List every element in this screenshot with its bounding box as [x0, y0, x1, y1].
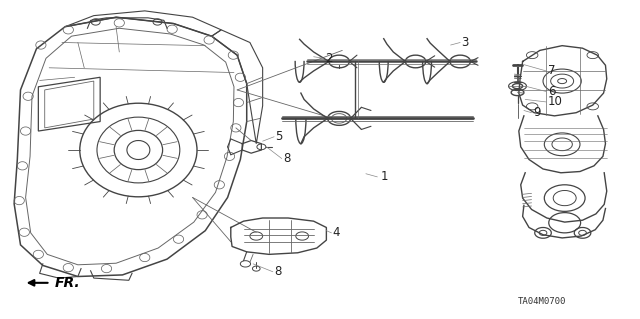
- Text: FR.: FR.: [54, 276, 80, 290]
- Text: TA04M0700: TA04M0700: [518, 297, 566, 306]
- Text: 8: 8: [283, 152, 291, 165]
- Text: 7: 7: [548, 64, 556, 78]
- Text: 9: 9: [534, 106, 541, 119]
- Text: 2: 2: [325, 52, 333, 65]
- Text: 3: 3: [461, 36, 469, 49]
- Text: 6: 6: [548, 85, 556, 98]
- Text: 4: 4: [333, 226, 340, 239]
- Text: 1: 1: [381, 170, 388, 183]
- Text: 8: 8: [274, 265, 282, 278]
- Text: 5: 5: [275, 130, 283, 143]
- Text: 10: 10: [548, 95, 563, 108]
